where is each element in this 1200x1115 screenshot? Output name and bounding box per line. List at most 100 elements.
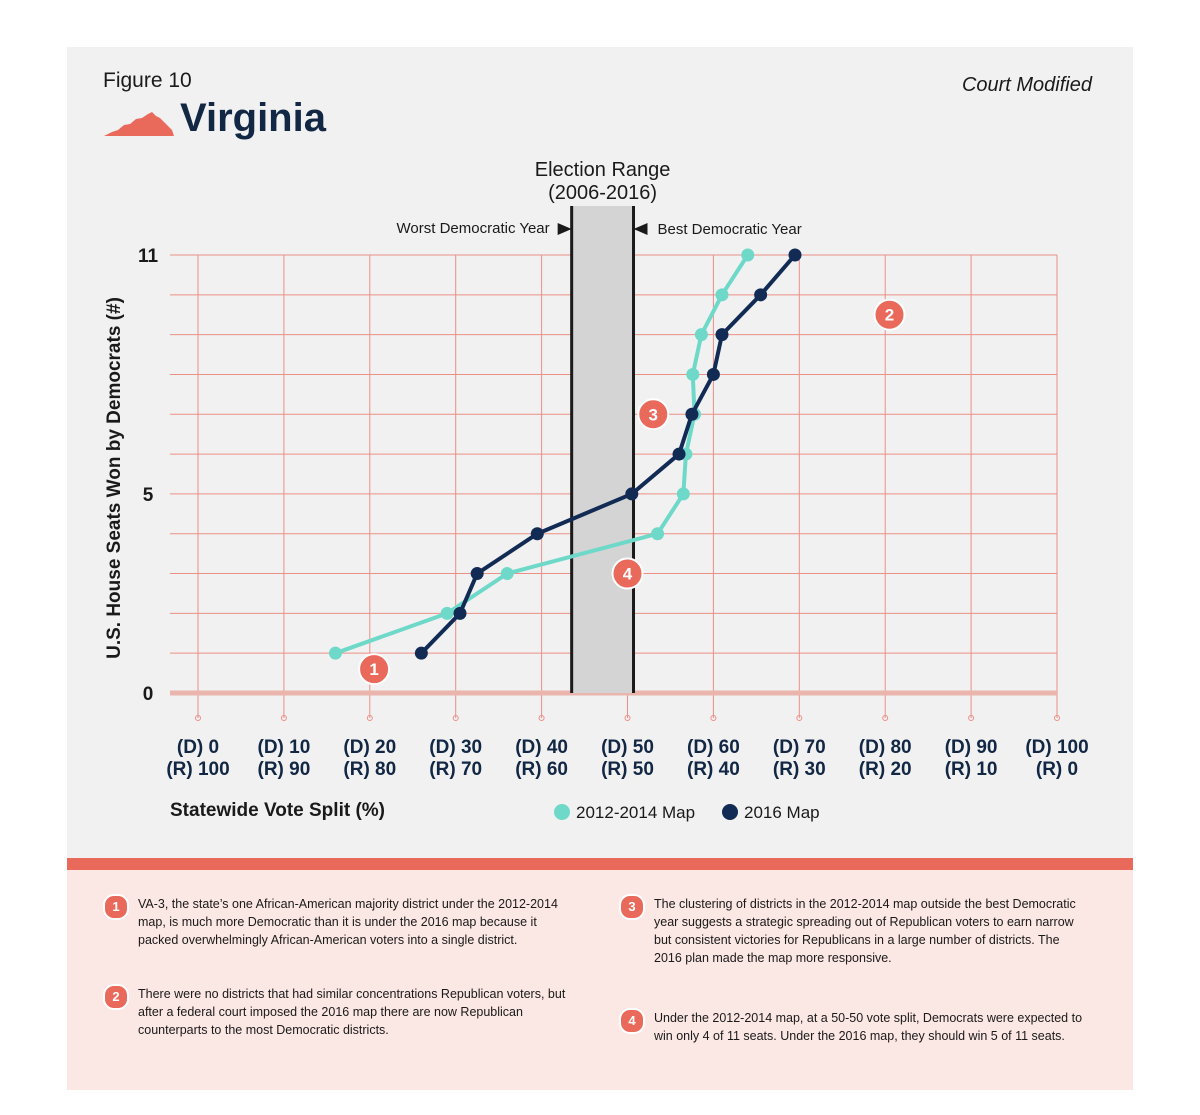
- x-tick-label-rep: (R) 100: [166, 759, 229, 780]
- annotation-number: 1: [369, 660, 378, 679]
- best-year-arrow: [633, 223, 648, 235]
- seats-vote-chart: Election Range (2006-2016) Worst Democra…: [104, 159, 1089, 780]
- worst-year-label: Worst Democratic Year: [397, 220, 550, 237]
- x-tick-label-rep: (R) 30: [773, 759, 826, 780]
- annotation-number: 3: [649, 405, 658, 424]
- note-2: There were no districts that had similar…: [138, 987, 566, 1037]
- note-badge-4: 4: [619, 1008, 645, 1034]
- grid-tick-dot: [796, 715, 803, 721]
- annotation-number: 4: [623, 565, 633, 584]
- note-badge-3: 3: [619, 894, 645, 920]
- data-point-2016: [685, 407, 699, 421]
- x-tick-label-rep: (R) 50: [601, 759, 654, 780]
- notes-panel: [67, 870, 1133, 1090]
- best-year-label: Best Democratic Year: [658, 221, 802, 238]
- grid-tick-dot: [452, 715, 459, 721]
- data-point-2016: [672, 447, 686, 461]
- x-tick-label-dem: (D) 100: [1025, 737, 1088, 758]
- grid-tick-dot: [1054, 715, 1060, 721]
- election-range-band: [571, 206, 634, 693]
- annotation-number: 2: [885, 306, 894, 325]
- x-tick-label-rep: (R) 10: [945, 759, 998, 780]
- data-point-2012: [328, 646, 342, 660]
- grid-tick-dot: [882, 715, 889, 721]
- data-point-2016: [530, 527, 544, 541]
- grid-tick-dot: [366, 715, 373, 721]
- x-tick-label-rep: (R) 70: [429, 759, 482, 780]
- grid-tick-dot: [968, 715, 975, 721]
- legend-item-2016: 2016 Map: [722, 803, 820, 823]
- x-tick-label-dem: (D) 20: [343, 737, 396, 758]
- note-3: The clustering of districts in the 2012-…: [654, 897, 1076, 965]
- annotation-badge-4: 4: [611, 557, 644, 590]
- note-4: Under the 2012-2014 map, at a 50-50 vote…: [654, 1011, 1083, 1043]
- annotation-badge-1: 1: [358, 653, 391, 686]
- worst-year-arrow: [557, 223, 572, 235]
- data-point-2012: [694, 328, 708, 342]
- x-tick-label-dem: (D) 60: [687, 737, 740, 758]
- data-point-2012: [651, 527, 665, 541]
- note-badge-1: 1: [103, 894, 129, 920]
- data-point-2016: [453, 606, 467, 620]
- legend-label-2012: 2012-2014 Map: [576, 803, 696, 822]
- data-point-2012: [741, 248, 755, 262]
- x-tick-label-dem: (D) 0: [177, 737, 219, 758]
- legend-item-2012: 2012-2014 Map: [554, 803, 695, 823]
- legend-label-2016: 2016 Map: [744, 803, 820, 822]
- grid-tick-dot: [538, 715, 545, 721]
- grid-tick-dot: [710, 715, 717, 721]
- x-tick-label-dem: (D) 40: [515, 737, 568, 758]
- y-tick-label: 0: [143, 684, 154, 705]
- x-tick-label-dem: (D) 90: [945, 737, 998, 758]
- data-point-2012: [686, 367, 700, 381]
- x-tick-label-dem: (D) 50: [601, 737, 654, 758]
- x-tick-label-dem: (D) 70: [773, 737, 826, 758]
- tick-layer: (D) 0(R) 100(D) 10(R) 90(D) 20(R) 80(D) …: [138, 246, 1089, 780]
- x-tick-label-rep: (R) 40: [687, 759, 740, 780]
- annotation-circle: [873, 298, 906, 331]
- notes-divider: [67, 858, 1133, 870]
- annotation-circle: [637, 398, 670, 431]
- x-tick-label-dem: (D) 10: [258, 737, 311, 758]
- x-axis-title: Statewide Vote Split (%): [170, 800, 386, 821]
- data-point-2016: [706, 367, 720, 381]
- legend-swatch-2016: [722, 804, 738, 820]
- annotation-badge-3: 3: [637, 398, 670, 431]
- x-tick-label-dem: (D) 30: [429, 737, 482, 758]
- data-point-2012: [676, 487, 690, 501]
- election-range-title: Election Range: [535, 159, 671, 181]
- annotation-circle: [611, 557, 644, 590]
- virginia-state-icon: [104, 112, 174, 136]
- data-point-2016: [414, 646, 428, 660]
- x-tick-label-rep: (R) 20: [859, 759, 912, 780]
- x-tick-label-rep: (R) 0: [1036, 759, 1078, 780]
- series-layer: [328, 248, 802, 660]
- data-point-2016: [470, 567, 484, 581]
- x-tick-label-dem: (D) 80: [859, 737, 912, 758]
- data-point-2012: [440, 606, 454, 620]
- annotation-layer: 1 2 3 4: [358, 298, 906, 686]
- data-point-2016: [625, 487, 639, 501]
- annotation-circle: [358, 653, 391, 686]
- figure-label: Figure 10: [103, 69, 192, 92]
- x-tick-label-rep: (R) 60: [515, 759, 568, 780]
- grid-tick-dot: [280, 715, 287, 721]
- annotation-badge-2: 2: [873, 298, 906, 331]
- court-modified-label: Court Modified: [961, 74, 1092, 96]
- data-point-2016: [788, 248, 802, 262]
- data-point-2012: [500, 567, 514, 581]
- y-tick-label: 5: [143, 485, 154, 506]
- legend-swatch-2012: [554, 804, 570, 820]
- note-1: VA-3, the state’s one African-American m…: [138, 897, 558, 947]
- data-point-2016: [715, 328, 729, 342]
- election-range-years: (2006-2016): [548, 182, 657, 204]
- y-axis-title: U.S. House Seats Won by Democrats (#): [104, 297, 125, 659]
- grid-tick-dot: [195, 715, 201, 721]
- grid-tick-dot: [624, 715, 631, 721]
- x-tick-label-rep: (R) 80: [343, 759, 396, 780]
- x-tick-label-rep: (R) 90: [258, 759, 311, 780]
- data-point-2016: [754, 288, 768, 302]
- y-tick-label: 11: [138, 246, 159, 267]
- state-title: Virginia: [180, 96, 326, 140]
- note-badge-2: 2: [103, 984, 129, 1010]
